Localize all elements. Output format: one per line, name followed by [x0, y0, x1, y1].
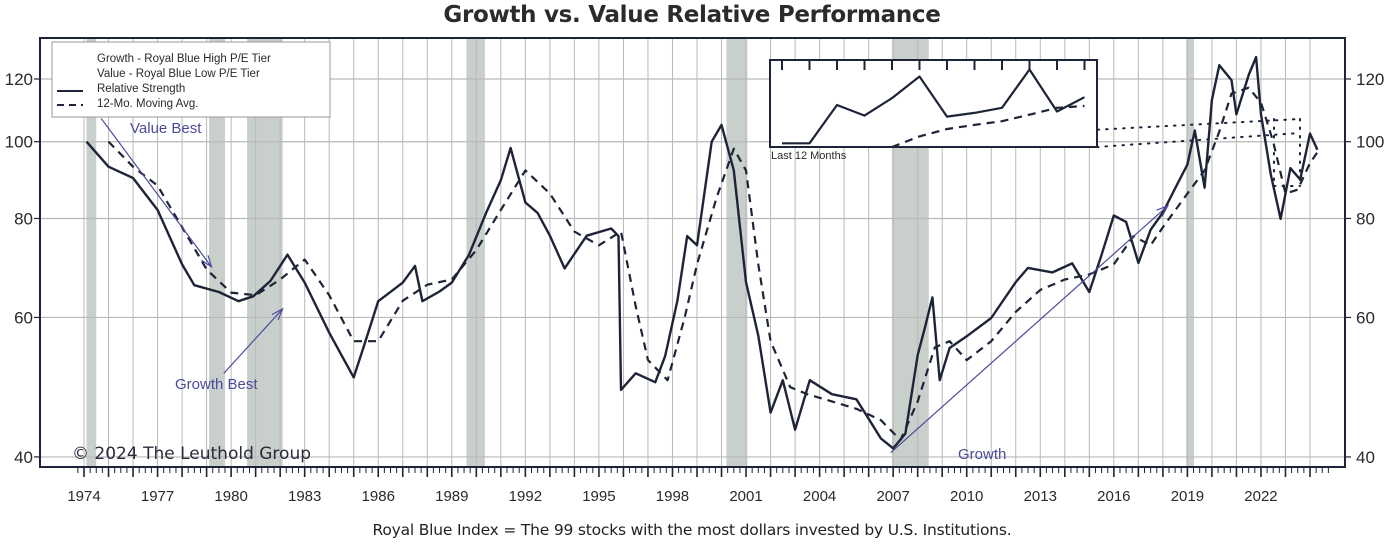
y-tick-label-left: 120 [5, 70, 33, 89]
annotation-arrow [890, 205, 1169, 454]
footnote: Royal Blue Index = The 99 stocks with th… [372, 521, 1012, 539]
y-tick-label-left: 100 [5, 133, 33, 152]
x-tick-label: 1989 [435, 488, 468, 505]
moving-average-line [107, 86, 1319, 442]
annotation-label: Value Best [130, 120, 202, 137]
annotation-label: Growth [958, 446, 1006, 463]
recession-band [86, 38, 97, 467]
series-lines [85, 55, 1319, 450]
inset-series [782, 68, 1086, 149]
chart-title: Growth vs. Value Relative Performance [443, 2, 941, 28]
y-tick-label-right: 100 [1356, 133, 1384, 152]
recession-band [466, 38, 485, 467]
x-tick-label: 1983 [288, 488, 321, 505]
annotation-arrow [100, 118, 212, 268]
arrow-head-icon [1156, 204, 1170, 217]
x-tick-label: 1980 [214, 488, 247, 505]
y-tick-label-right: 40 [1356, 448, 1375, 467]
y-axis-left: 40 60 80 100 120 [5, 70, 40, 467]
inset-last-12-months: Last 12 Months [769, 59, 1098, 162]
x-tick-label: 1992 [509, 488, 542, 505]
x-axis: 1974 1977 1980 1983 1986 1989 1992 1995 1998 2001… [67, 467, 1329, 505]
plot-frame [39, 37, 1346, 468]
legend-box [51, 41, 331, 118]
x-tick-label: 2004 [803, 488, 836, 505]
x-tick-label: 1986 [362, 488, 395, 505]
inset-ticks [781, 60, 1086, 70]
x-tick-label: 1974 [67, 488, 100, 505]
legend-label-value: Value - Royal Blue Low P/E Tier [97, 68, 260, 80]
inset-moving-average-line [891, 104, 1085, 149]
x-tick-label: 2010 [950, 488, 983, 505]
x-tick-label: 2007 [876, 488, 909, 505]
legend: Growth - Royal Blue High P/E Tier Value … [51, 41, 331, 118]
x-tick-label: 2016 [1097, 488, 1130, 505]
x-tick-label: 2022 [1244, 488, 1277, 505]
y-tick-label-right: 80 [1356, 209, 1375, 228]
x-tick-label: 2013 [1024, 488, 1057, 505]
recession-band [1186, 38, 1195, 467]
x-tick-label: 1995 [582, 488, 615, 505]
inset-box [769, 59, 1098, 148]
arrow-head-icon [201, 255, 213, 269]
relative-strength-line [85, 55, 1319, 450]
y-axis-right: 40 60 80 100 120 [1345, 70, 1384, 467]
legend-label-moving-avg: 12-Mo. Moving Avg. [97, 98, 198, 110]
annotations: Value Best Growth Best Growth [100, 118, 1170, 463]
legend-label-growth: Growth - Royal Blue High P/E Tier [97, 53, 271, 65]
recession-band [209, 38, 225, 467]
annotation-arrow [223, 308, 284, 374]
y-tick-label-left: 80 [14, 209, 33, 228]
x-tick-label: 2019 [1171, 488, 1204, 505]
copyright: © 2024 The Leuthold Group [72, 444, 311, 464]
y-tick-label-right: 120 [1356, 70, 1384, 89]
y-tick-label-left: 60 [14, 308, 33, 327]
connector-dotted-bottom [1096, 132, 1301, 148]
y-tick-label-right: 60 [1356, 308, 1375, 327]
x-tick-label: 1977 [141, 488, 174, 505]
inset-label: Last 12 Months [771, 150, 847, 162]
legend-label-relative-strength: Relative Strength [97, 83, 185, 95]
y-tick-label-left: 40 [14, 448, 33, 467]
x-tick-label: 1998 [656, 488, 689, 505]
arrow-head-icon [271, 307, 284, 321]
inset-relative-strength-line [782, 68, 1086, 145]
recession-band [726, 38, 748, 467]
x-tick-label: 2001 [729, 488, 762, 505]
annotation-label: Growth Best [175, 376, 258, 393]
